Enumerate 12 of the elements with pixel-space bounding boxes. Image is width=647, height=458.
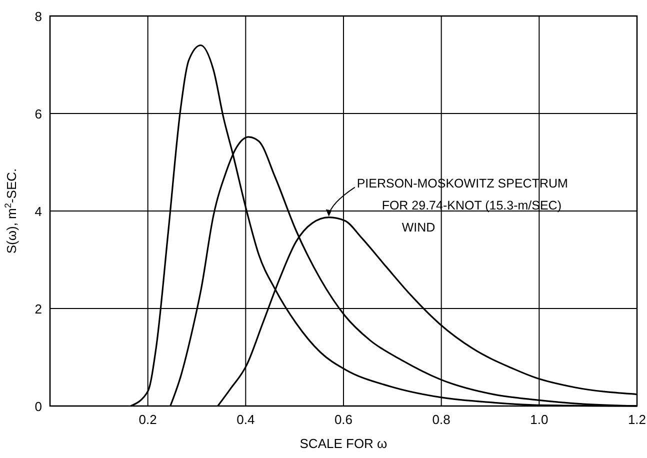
- y-tick-label: 2: [34, 302, 42, 316]
- y-tick-label: 6: [34, 106, 42, 122]
- y-tick-label: 0: [34, 399, 42, 414]
- x-tick-label: 0.2: [138, 412, 157, 427]
- x-tick-label: 0.8: [432, 412, 450, 427]
- x-tick-label: 0.6: [334, 412, 353, 427]
- x-tick-label: 1.0: [530, 412, 548, 427]
- x-tick-label: 1.2: [628, 412, 646, 427]
- x-axis-title: SCALE FOR ω: [300, 436, 388, 451]
- x-tick-label: 0.4: [236, 412, 255, 427]
- y-tick-label: 4: [34, 204, 42, 219]
- y-tick-label: 8: [34, 9, 42, 24]
